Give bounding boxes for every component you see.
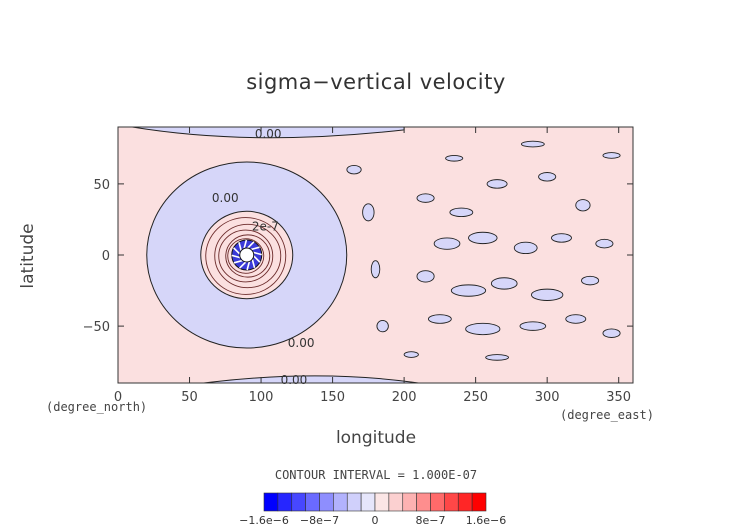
colorbar-swatch	[402, 492, 417, 512]
negative-blob	[530, 288, 564, 301]
negative-ring-region	[146, 161, 348, 349]
x-axis-label: longitude	[335, 428, 417, 448]
negative-blob	[450, 284, 487, 297]
colorbar-tick-label: 0	[372, 514, 379, 527]
x-tick-label: 0	[114, 390, 122, 405]
positive-contour-ring	[214, 223, 282, 289]
x-tick-label: 350	[606, 390, 631, 405]
negative-band-south	[203, 375, 419, 383]
contour-label: 0.00	[281, 373, 308, 387]
negative-blob	[468, 231, 498, 245]
contour-label: 2e-7	[252, 220, 279, 234]
center-core	[239, 247, 255, 263]
x-tick-label: 100	[249, 390, 274, 405]
negative-blob	[370, 260, 381, 279]
negative-blob	[416, 270, 435, 283]
negative-blob	[602, 328, 621, 338]
colorbar-swatch	[305, 492, 320, 512]
negative-blob	[519, 321, 547, 331]
chart-title: sigma−vertical velocity	[246, 70, 506, 94]
y-tick-label: 0	[102, 249, 110, 264]
negative-band-north	[132, 127, 405, 139]
contour-interval-label: CONTOUR INTERVAL = 1.000E-07	[274, 468, 478, 482]
negative-blob	[520, 140, 545, 148]
colorbar-swatch	[388, 492, 404, 512]
negative-blob	[485, 354, 509, 361]
negative-blob	[575, 199, 591, 212]
colorbar-tick-label: −8e−7	[300, 514, 339, 527]
negative-blob	[445, 154, 464, 162]
contour-label: 0.00	[255, 127, 282, 141]
colorbar-tick-label: 8e−7	[416, 514, 446, 527]
negative-blob	[551, 233, 572, 243]
positive-field-background	[118, 127, 633, 383]
y-tick-label: 50	[93, 178, 110, 193]
positive-contour-ring	[205, 217, 287, 295]
negative-blob	[565, 314, 587, 324]
negative-blob	[581, 275, 600, 286]
colorbar-swatch	[263, 492, 279, 512]
colorbar-swatch	[333, 492, 348, 512]
negative-blob	[513, 241, 538, 255]
negative-blob	[403, 351, 419, 358]
negative-blob	[346, 164, 362, 175]
positive-contour-ring	[218, 229, 274, 283]
contour-label: 0.00	[288, 336, 315, 350]
colorbar-tick-label: −1.6e−6	[239, 514, 289, 527]
positive-contour-ring	[225, 234, 271, 278]
negative-blob	[602, 152, 621, 159]
x-tick-label: 150	[320, 390, 345, 405]
positive-contour-ring	[227, 238, 265, 274]
negative-blob	[416, 193, 435, 203]
colorbar-swatch	[374, 492, 390, 512]
colorbar-swatch	[416, 492, 431, 512]
colorbar-swatch	[471, 492, 487, 512]
negative-blob	[376, 319, 389, 333]
colorbar-swatch	[291, 492, 306, 512]
y-axis-units: (degree_north)	[46, 400, 148, 414]
contour-label: 0.00	[212, 191, 239, 205]
negative-blob	[362, 203, 375, 222]
x-tick-label: 300	[535, 390, 560, 405]
negative-blob	[595, 238, 614, 249]
colorbar-swatch	[319, 492, 334, 512]
x-tick-label: 250	[463, 390, 488, 405]
colorbar-swatch	[346, 492, 362, 512]
negative-blob	[433, 237, 461, 250]
colorbar-swatch	[430, 492, 445, 512]
colorbar-tick-label: 1.6e−6	[466, 514, 506, 527]
negative-blob	[427, 314, 452, 324]
x-tick-label: 50	[181, 390, 198, 405]
colorbar-swatch	[444, 492, 459, 512]
colorbar-swatch	[457, 492, 473, 512]
y-tick-label: −50	[83, 320, 110, 335]
negative-blob	[490, 277, 518, 290]
negative-blob	[465, 322, 501, 336]
negative-blob	[538, 172, 557, 182]
x-axis-units: (degree_east)	[560, 408, 654, 422]
colorbar-swatch	[360, 492, 376, 512]
negative-blob	[486, 179, 508, 189]
colorbar-swatch	[277, 492, 293, 512]
x-tick-label: 200	[392, 390, 417, 405]
negative-blob	[449, 207, 474, 218]
